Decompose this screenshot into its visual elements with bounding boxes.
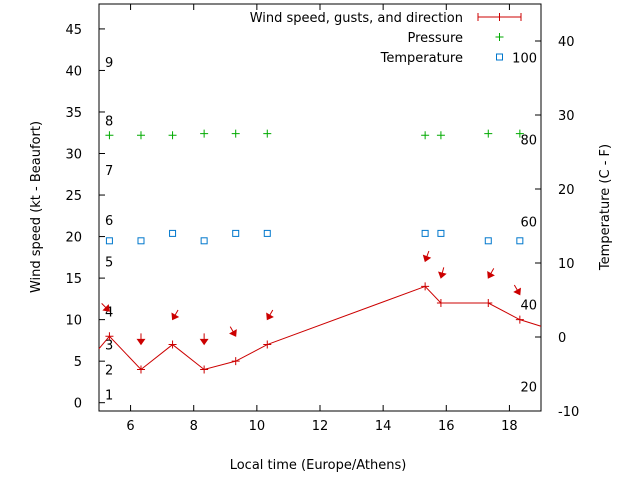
wind-direction-arrow <box>171 309 180 321</box>
pressure-point <box>136 131 145 140</box>
pressure-point <box>200 129 209 138</box>
axes-layer: 6 8 10 12 14 16 18051015202530354045-100102030… <box>65 3 579 434</box>
series-layer <box>98 129 542 374</box>
temperature-point <box>105 237 113 245</box>
temperature-point <box>232 229 240 237</box>
beaufort-label: 7 <box>105 164 113 179</box>
wind-speed-line <box>98 285 542 371</box>
x-tick-label: 16 <box>438 419 455 434</box>
legend-swatch-marker <box>477 13 522 21</box>
wind-direction-arrow <box>229 326 237 337</box>
pressure-point <box>421 131 430 140</box>
pressure-point <box>105 131 114 140</box>
temperature-point <box>437 229 445 237</box>
wind-speed-point <box>231 357 240 366</box>
beaufort-label: 1 <box>105 388 113 403</box>
wind-speed-point <box>200 365 209 374</box>
fahrenheit-label: 80 <box>520 133 537 148</box>
fahrenheit-label: 20 <box>520 381 537 396</box>
legend-label: Temperature <box>380 51 463 66</box>
y-tick-label: 20 <box>65 231 82 246</box>
wind-direction-arrow <box>438 267 447 279</box>
beaufort-label: 5 <box>105 255 113 270</box>
y-axis-label: Wind speed (kt - Beaufort) <box>29 121 44 293</box>
wind-speed-point <box>515 315 524 324</box>
y2-tick-label: 30 <box>558 109 575 124</box>
legend-swatch-marker <box>496 53 503 61</box>
wind-speed-point <box>436 299 445 308</box>
y-tick-label: 40 <box>65 64 82 79</box>
y-tick-label: 30 <box>65 148 82 163</box>
wind-direction-arrow <box>101 303 111 312</box>
fahrenheit-label: 100 <box>512 51 537 66</box>
legend-swatch-marker <box>495 33 504 41</box>
legend-label: Pressure <box>407 31 463 46</box>
wind-speed-point <box>105 332 114 341</box>
x-tick-label: 14 <box>375 419 392 434</box>
temperature-point <box>169 229 177 237</box>
temperature-point <box>484 237 492 245</box>
wind-direction-arrow <box>422 250 432 263</box>
y-tick-label: 5 <box>74 355 82 370</box>
x-tick-label: 8 <box>190 419 198 434</box>
wind-direction-arrow <box>136 333 146 346</box>
pressure-point <box>515 129 524 138</box>
temperature-point <box>516 237 524 245</box>
wind-speed-point <box>421 282 430 291</box>
y2-tick-label: 20 <box>558 183 575 198</box>
pressure-point <box>484 129 493 138</box>
y-tick-label: 15 <box>65 272 82 287</box>
pressure-point <box>168 131 177 140</box>
beaufort-label: 8 <box>105 114 113 129</box>
wind-speed-point <box>168 340 177 349</box>
y-tick-label: 35 <box>65 106 82 121</box>
temperature-point <box>137 237 145 245</box>
x-axis-label: Local time (Europe/Athens) <box>230 458 407 473</box>
beaufort-label: 2 <box>105 363 113 378</box>
y2-tick-label: -10 <box>558 405 579 420</box>
wind-direction-arrow <box>487 268 495 279</box>
temperature-point <box>263 229 271 237</box>
y2-tick-label: 40 <box>558 35 575 50</box>
x-tick-label: 6 <box>126 419 134 434</box>
y2-axis-label: Temperature (C - F) <box>598 144 613 271</box>
beaufort-label: 6 <box>105 214 113 229</box>
pressure-point <box>436 131 445 140</box>
wind-direction-arrow <box>199 333 209 346</box>
legend: Wind speed, gusts, and direction Pressure… <box>250 11 522 66</box>
fahrenheit-label: 60 <box>520 216 537 231</box>
temperature-point <box>421 229 429 237</box>
x-tick-label: 12 <box>312 419 329 434</box>
x-tick-label: 18 <box>501 419 518 434</box>
pressure-point <box>231 129 240 138</box>
x-tick-label: 10 <box>249 419 266 434</box>
wind-direction-arrow <box>266 309 274 321</box>
temperature-point <box>200 237 208 245</box>
wind-speed-point <box>136 365 145 374</box>
beaufort-label: 9 <box>105 56 113 71</box>
beaufort-label: 4 <box>105 305 113 320</box>
y2-tick-label: 0 <box>558 331 566 346</box>
wind-speed-point <box>484 299 493 308</box>
legend-label: Wind speed, gusts, and direction <box>250 11 463 26</box>
beaufort-label: 3 <box>105 339 113 354</box>
y-tick-label: 45 <box>65 23 82 38</box>
wind-speed-point <box>263 340 272 349</box>
y-tick-label: 25 <box>65 189 82 204</box>
wind-direction-arrow <box>513 284 521 296</box>
y-tick-label: 0 <box>74 397 82 412</box>
pressure-point <box>263 129 272 138</box>
label-layer: Local time (Europe/Athens) Wind speed (k… <box>29 121 613 473</box>
y2-tick-label: 10 <box>558 257 575 272</box>
y-tick-label: 10 <box>65 314 82 329</box>
fahrenheit-label: 40 <box>520 298 537 313</box>
